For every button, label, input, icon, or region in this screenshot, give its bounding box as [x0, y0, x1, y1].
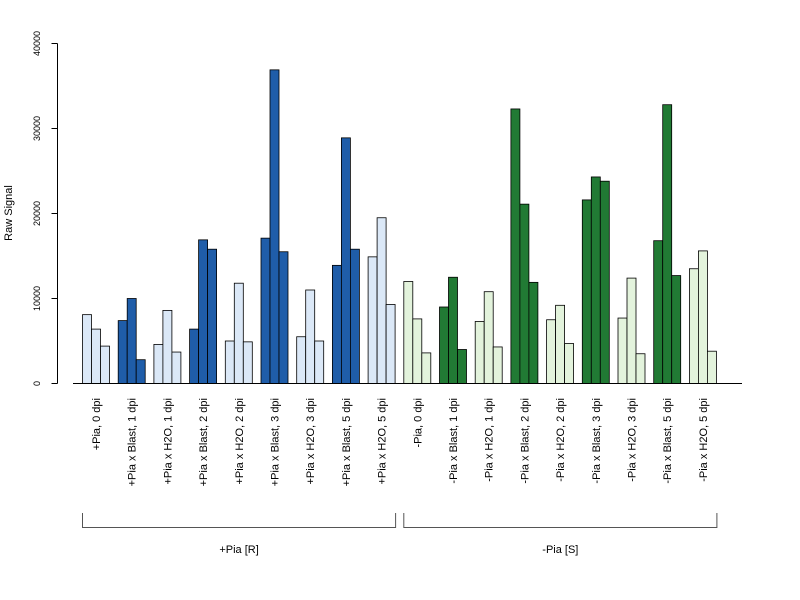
category-label: +Pia x H2O, 1 dpi: [162, 398, 174, 485]
bar: [653, 240, 664, 384]
bar: [91, 328, 101, 384]
category-label: -Pia x Blast, 2 dpi: [519, 398, 531, 484]
bar: [367, 256, 378, 384]
bars: [82, 69, 717, 384]
bar: [698, 250, 708, 384]
bar: [412, 318, 423, 384]
bar: [100, 345, 110, 384]
bar: [483, 291, 494, 384]
y-axis-label: Raw Signal: [3, 185, 15, 241]
bar: [135, 359, 146, 384]
bar: [671, 275, 682, 384]
bar: [269, 69, 280, 384]
bar: [198, 239, 209, 384]
category-labels: +Pia, 0 dpi +Pia x Blast, 1 dpi +Pia x H2O…: [91, 398, 710, 486]
bar: [340, 137, 351, 384]
bar: [189, 328, 200, 384]
category-label: -Pia x Blast, 3 dpi: [591, 398, 603, 484]
bar: [233, 282, 244, 384]
category-label: +Pia x Blast, 5 dpi: [341, 398, 353, 486]
category-label: +Pia x H2O, 5 dpi: [377, 398, 389, 485]
bar: [242, 341, 253, 384]
bar: [492, 346, 503, 384]
bar: [314, 340, 325, 384]
bar: [617, 317, 628, 384]
category-label: -Pia x H2O, 5 dpi: [698, 398, 710, 482]
group-bracket: [82, 513, 397, 528]
bar: [117, 320, 128, 384]
bar: [662, 104, 673, 384]
category-label: +Pia x Blast, 1 dpi: [127, 398, 139, 486]
category-label: -Pia x H2O, 1 dpi: [484, 398, 496, 482]
bar: [126, 298, 137, 384]
y-tick-label: 30000: [32, 116, 42, 141]
bar: [457, 349, 467, 384]
bar: [278, 251, 289, 384]
bar: [331, 264, 342, 384]
bar: [296, 336, 307, 384]
category-label: +Pia x Blast, 2 dpi: [198, 398, 210, 486]
bar: [707, 350, 717, 384]
bar: [403, 281, 414, 384]
bar: [555, 304, 565, 384]
bar: [546, 319, 556, 384]
y-tick-label: 20000: [32, 201, 42, 226]
category-label: +Pia x Blast, 3 dpi: [270, 398, 282, 486]
bar: [581, 199, 592, 384]
category-label: -Pia x H2O, 3 dpi: [627, 398, 639, 482]
bar: [510, 108, 521, 384]
bar: [385, 304, 396, 384]
group-label: -Pia [S]: [542, 544, 578, 556]
bar: [528, 281, 539, 384]
category-label: +Pia x H2O, 3 dpi: [305, 398, 317, 485]
category-label: -Pia x H2O, 2 dpi: [555, 398, 567, 482]
bar: [260, 237, 271, 384]
bar: [635, 353, 646, 384]
bar: [349, 248, 360, 384]
group-label: +Pia [R]: [219, 544, 258, 556]
bar: [162, 309, 173, 384]
group-brackets: +Pia [R] -Pia [S]: [82, 513, 718, 556]
bar: [689, 268, 699, 384]
y-tick-label: 40000: [32, 31, 42, 56]
bar: [82, 314, 92, 384]
category-label: -Pia, 0 dpi: [412, 398, 424, 448]
bar: [590, 176, 601, 384]
bar: [626, 277, 637, 384]
bar: [224, 340, 235, 384]
bar: [599, 180, 610, 384]
bar: [448, 276, 458, 384]
category-label: +Pia x H2O, 2 dpi: [234, 398, 246, 485]
bar: [305, 289, 316, 384]
group-bracket: [403, 513, 718, 528]
y-tick-label: 0: [32, 381, 42, 386]
bar: [376, 217, 387, 384]
y-axis: 0 10000 20000 30000 40000: [32, 31, 58, 386]
bar: [207, 248, 218, 384]
bar: [564, 343, 574, 384]
category-label: -Pia x Blast, 5 dpi: [662, 398, 674, 484]
bar: [153, 343, 164, 384]
bar: [474, 321, 485, 384]
bar: [421, 352, 432, 384]
category-label: +Pia, 0 dpi: [91, 398, 103, 450]
bar: [439, 306, 449, 384]
y-tick-label: 10000: [32, 286, 42, 311]
category-label: -Pia x Blast, 1 dpi: [448, 398, 460, 484]
bar: [171, 351, 182, 384]
bar: [519, 203, 530, 384]
